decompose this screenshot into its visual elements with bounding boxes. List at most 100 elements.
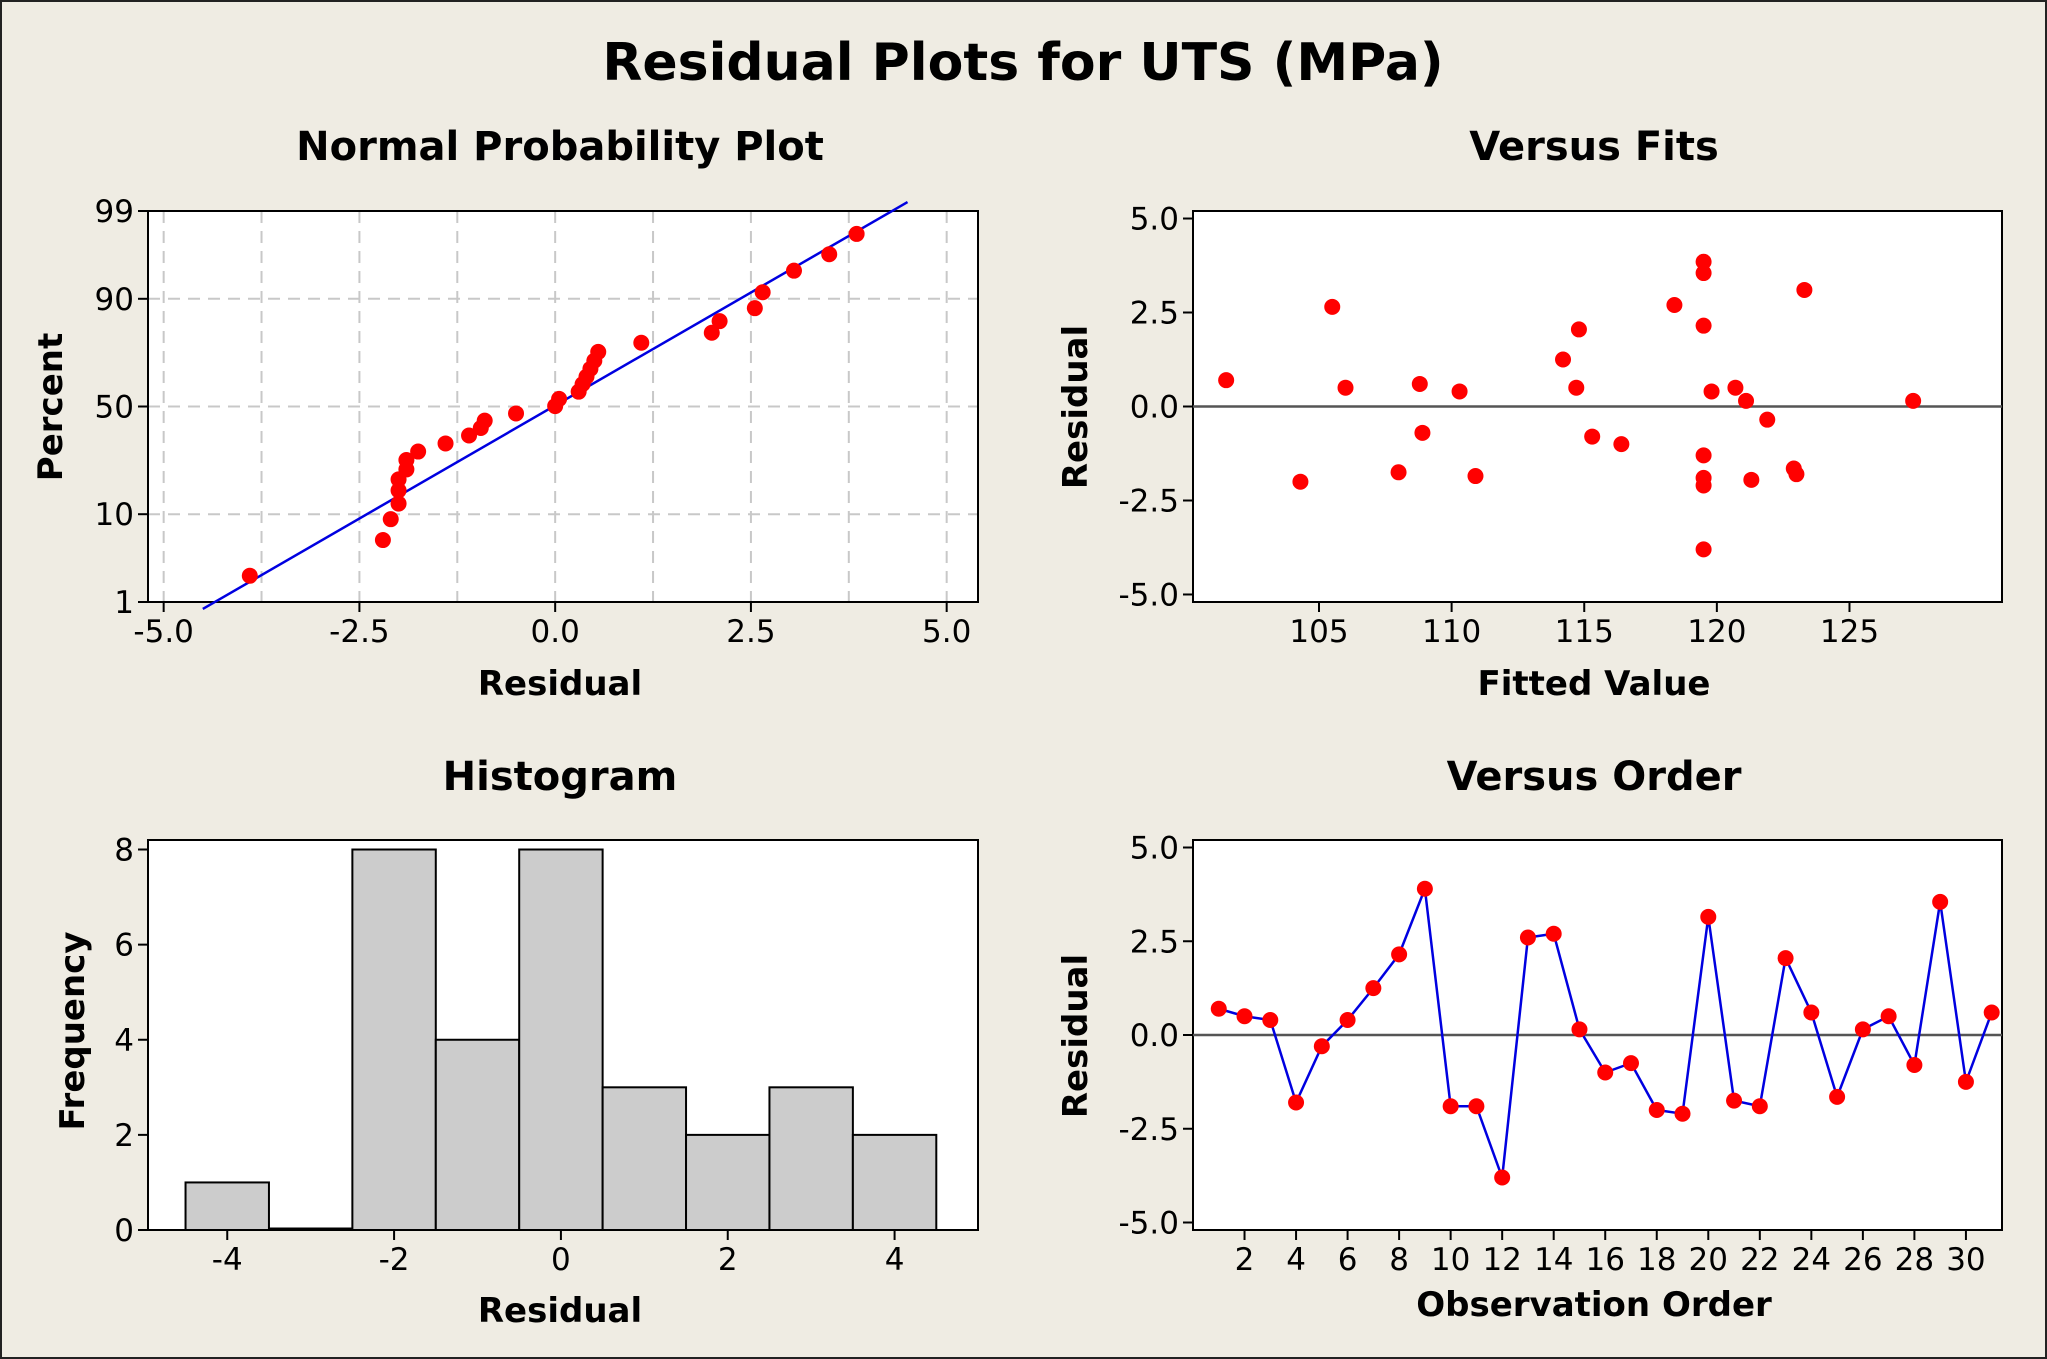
- y-tick-label: -2.5: [1119, 483, 1180, 519]
- data-point: [1854, 1021, 1871, 1038]
- data-point: [1788, 466, 1805, 483]
- data-point: [1555, 351, 1572, 368]
- panel-title: Normal Probability Plot: [296, 124, 824, 170]
- histogram-bar: [851, 1133, 938, 1231]
- data-point: [1339, 1012, 1356, 1028]
- x-tick-label: 20: [1689, 1242, 1728, 1278]
- x-tick-label: 22: [1740, 1242, 1779, 1278]
- x-axis-label: Residual: [478, 1291, 642, 1331]
- y-tick-label: 0.0: [1130, 390, 1179, 426]
- x-axis-label: Residual: [478, 664, 642, 704]
- data-point: [1932, 893, 1949, 910]
- data-point: [390, 482, 407, 499]
- data-point: [1584, 428, 1601, 445]
- x-tick-label: 125: [1820, 614, 1879, 650]
- y-tick-label: 4: [114, 1023, 134, 1059]
- x-tick-label: 12: [1482, 1242, 1521, 1278]
- versus-fits-plot: Versus Fits Fitted Value Residual 105 110…: [1056, 124, 2003, 704]
- data-point: [374, 532, 391, 549]
- y-axis-label: Residual: [1056, 325, 1096, 489]
- data-point: [476, 412, 493, 429]
- x-tick-label: 30: [1946, 1242, 1985, 1278]
- x-tick-label: 110: [1422, 614, 1481, 650]
- x-tick-label: 120: [1687, 614, 1746, 650]
- data-point: [1337, 379, 1354, 396]
- data-point: [390, 495, 407, 512]
- data-point: [1288, 1094, 1305, 1111]
- x-tick-label: 2: [1235, 1242, 1255, 1278]
- histogram-plot: Histogram Residual Frequency -4 -2 0 2 4 0 2 4 6…: [53, 754, 979, 1331]
- data-point: [241, 567, 258, 584]
- y-tick-label: 50: [95, 390, 134, 426]
- data-point: [1743, 471, 1760, 488]
- data-point: [1695, 253, 1712, 270]
- data-point: [1442, 1098, 1459, 1115]
- data-point: [410, 443, 427, 460]
- data-point: [1411, 375, 1428, 392]
- data-point: [1262, 1012, 1279, 1028]
- data-point: [1568, 379, 1585, 396]
- data-point: [1613, 436, 1630, 453]
- x-tick-label: 26: [1843, 1242, 1882, 1278]
- data-point: [1695, 541, 1712, 558]
- x-tick-label: 10: [1431, 1242, 1470, 1278]
- data-point: [1236, 1008, 1253, 1025]
- data-point: [1451, 383, 1468, 400]
- data-point: [1390, 464, 1407, 481]
- x-tick-label: -2: [379, 1242, 410, 1278]
- data-point: [1414, 424, 1431, 441]
- data-point: [821, 246, 838, 263]
- x-tick-label: 8: [1389, 1242, 1409, 1278]
- normal-probability-plot: Normal Probability Plot Residual Percent…: [31, 124, 979, 704]
- data-point: [1416, 880, 1433, 897]
- histogram-bar: [351, 848, 437, 1231]
- data-point: [1777, 950, 1794, 967]
- y-tick-label: 2.5: [1130, 924, 1179, 960]
- y-tick-label: 6: [114, 928, 134, 964]
- y-tick-label: 2.5: [1130, 296, 1179, 332]
- versus-order-plot: Versus Order Observation Order Residual …: [1056, 754, 2003, 1325]
- x-axis-label: Observation Order: [1416, 1285, 1772, 1325]
- x-tick-label: 6: [1338, 1242, 1358, 1278]
- y-tick-label: 10: [95, 497, 134, 533]
- x-tick-label: 0.0: [531, 614, 580, 650]
- data-point: [1695, 477, 1712, 494]
- histogram-bar: [434, 1038, 521, 1231]
- y-tick-label: 2: [114, 1118, 134, 1154]
- y-tick-label: 99: [95, 194, 134, 230]
- data-point: [1666, 296, 1683, 313]
- x-tick-label: 18: [1637, 1242, 1676, 1278]
- data-point: [633, 334, 650, 351]
- histogram-bar: [518, 848, 604, 1231]
- y-tick-label: 8: [114, 833, 134, 869]
- x-tick-label: 4: [1286, 1242, 1306, 1278]
- data-point: [1880, 1008, 1897, 1025]
- data-point: [1796, 281, 1813, 298]
- x-tick-label: 2: [718, 1242, 738, 1278]
- y-tick-label: 1: [114, 585, 134, 621]
- data-point: [1695, 265, 1712, 282]
- data-point: [1906, 1057, 1923, 1073]
- x-tick-label: 4: [885, 1242, 905, 1278]
- figure-title: Residual Plots for UTS (MPa): [602, 33, 1443, 93]
- histogram-bar: [685, 1133, 771, 1231]
- data-point: [1519, 929, 1536, 946]
- x-tick-label: 14: [1534, 1242, 1573, 1278]
- data-point: [398, 452, 415, 469]
- histogram-bar: [768, 1086, 854, 1231]
- y-tick-label: 0: [114, 1213, 134, 1249]
- x-tick-label: 0: [551, 1242, 571, 1278]
- data-point: [508, 405, 525, 422]
- panel-title: Versus Fits: [1469, 124, 1719, 170]
- data-point: [1759, 411, 1776, 428]
- data-point: [1494, 1169, 1511, 1186]
- x-axis-label: Fitted Value: [1478, 664, 1711, 704]
- data-point: [1803, 1004, 1820, 1021]
- data-point: [1218, 372, 1235, 389]
- data-point: [1648, 1102, 1665, 1118]
- data-point: [461, 427, 478, 444]
- data-point: [1695, 447, 1712, 464]
- data-point: [1905, 392, 1922, 409]
- x-tick-label: -4: [212, 1242, 243, 1278]
- y-tick-label: 5.0: [1130, 831, 1179, 867]
